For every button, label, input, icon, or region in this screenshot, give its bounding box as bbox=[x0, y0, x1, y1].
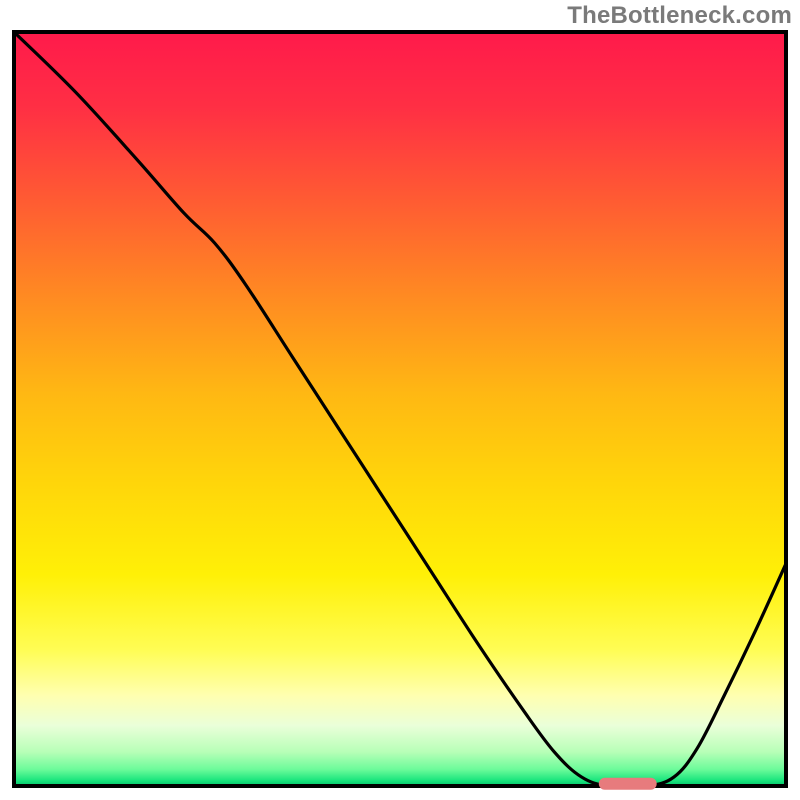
optimal-range-marker bbox=[599, 778, 657, 790]
chart-background bbox=[14, 32, 786, 786]
chart-container: TheBottleneck.com bbox=[0, 0, 800, 800]
watermark-text: TheBottleneck.com bbox=[567, 2, 792, 30]
bottleneck-curve-chart bbox=[0, 0, 800, 800]
